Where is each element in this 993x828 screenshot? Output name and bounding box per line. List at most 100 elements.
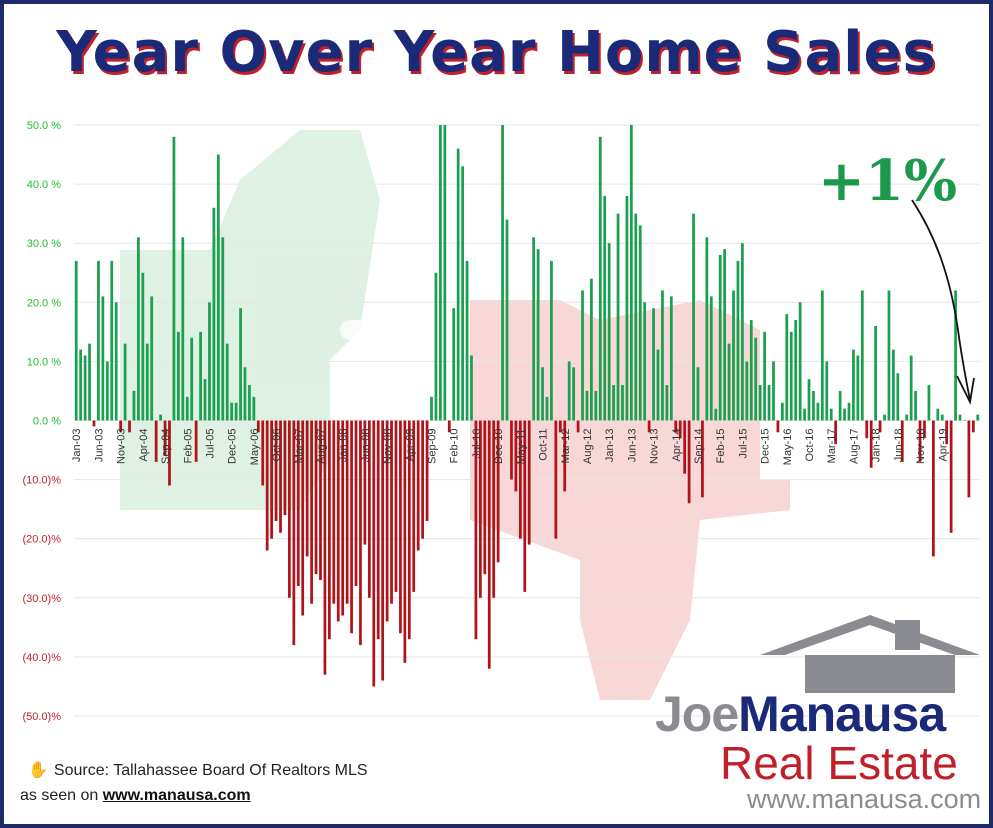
x-tick-label: Dec-05 <box>227 429 239 464</box>
bar <box>949 420 953 533</box>
bar <box>225 343 229 421</box>
bar <box>954 290 957 421</box>
bar <box>363 420 367 545</box>
bar <box>234 402 238 421</box>
x-tick-label: Nov-03 <box>116 429 128 464</box>
manausa-link[interactable]: www.manausa.com <box>102 787 251 804</box>
bar <box>692 213 695 421</box>
bar <box>838 390 842 421</box>
x-tick-label: Oct-06 <box>271 429 283 462</box>
bar <box>443 125 447 421</box>
bar <box>434 272 438 421</box>
bar <box>625 195 629 421</box>
x-tick-label: Aug-12 <box>582 429 594 464</box>
bar <box>803 408 806 421</box>
bar <box>208 302 211 421</box>
bar <box>816 402 820 421</box>
bars <box>74 125 980 687</box>
x-tick-label: May-11 <box>515 429 527 465</box>
bar <box>958 414 962 421</box>
bar <box>687 420 691 504</box>
logo-url: www.manausa.com <box>747 784 982 814</box>
bar <box>141 272 145 421</box>
y-tick-label: 30.0 % <box>27 238 61 250</box>
bar <box>518 420 522 539</box>
bar <box>350 420 353 634</box>
bar <box>905 414 909 421</box>
bar <box>585 390 589 421</box>
bar <box>732 290 735 421</box>
bar <box>407 420 411 640</box>
bar <box>221 237 225 421</box>
bar <box>190 337 194 421</box>
latest-change-label: +1% <box>818 148 958 214</box>
bar <box>123 343 127 421</box>
logo-wordmark: JoeManausa <box>655 685 946 743</box>
bar <box>119 420 123 433</box>
arrow-annotation <box>911 199 971 401</box>
bar <box>927 385 931 421</box>
bar <box>918 420 922 462</box>
bar <box>390 420 393 604</box>
bar <box>483 420 487 575</box>
x-tick-label: Nov-08 <box>382 429 394 464</box>
bar <box>812 390 815 421</box>
bar <box>523 420 527 592</box>
bar <box>763 331 766 421</box>
bar <box>847 402 851 421</box>
x-tick-label: Aug-07 <box>316 429 328 464</box>
x-axis-tick-labels: Jan-03 Jun-03 Nov-03 Apr-04 Sep-04 Feb-05 Jul-… <box>71 429 949 466</box>
bar <box>878 420 882 433</box>
bar <box>745 361 749 421</box>
bar <box>248 385 251 421</box>
bar <box>452 308 456 421</box>
x-tick-label: Apr-19 <box>937 429 949 462</box>
bar <box>772 361 775 421</box>
source-text: Source: Tallahassee Board Of Realtors ML… <box>53 762 368 779</box>
gridlines <box>74 124 980 717</box>
bar <box>572 367 576 421</box>
x-tick-label: Sep-14 <box>693 429 705 464</box>
bar <box>696 367 700 421</box>
bar <box>279 420 282 533</box>
bar <box>110 260 114 421</box>
x-tick-label: Nov-18 <box>915 429 927 464</box>
bar <box>88 343 91 421</box>
bar <box>230 402 234 421</box>
bar <box>923 420 926 439</box>
y-tick-label: 0.0 % <box>33 416 61 428</box>
bar <box>83 355 87 421</box>
bar <box>265 420 269 551</box>
bar <box>940 414 944 421</box>
x-tick-label: Jul-10 <box>471 429 483 459</box>
bar <box>341 420 345 616</box>
x-tick-label: Jan-03 <box>71 429 83 463</box>
bar <box>367 420 371 598</box>
logo-manausa: Manausa <box>738 686 946 742</box>
bar <box>501 125 504 421</box>
y-tick-label: 20.0 % <box>27 297 61 309</box>
bar <box>487 420 491 669</box>
bar <box>896 373 900 421</box>
bar <box>216 154 220 421</box>
bar <box>212 207 216 421</box>
bar <box>590 278 593 421</box>
bar <box>545 396 549 421</box>
bar <box>319 420 322 581</box>
bar <box>416 420 420 551</box>
bar <box>496 420 500 563</box>
bar <box>261 420 265 486</box>
bar <box>474 420 478 640</box>
x-tick-label: May-16 <box>782 429 794 466</box>
bar <box>470 355 473 421</box>
bar <box>305 420 309 557</box>
bar <box>629 125 633 421</box>
bar <box>567 361 571 421</box>
x-tick-label: Jul-15 <box>737 429 749 459</box>
seen-on-note: as seen on www.manausa.com <box>20 787 251 805</box>
bar <box>723 249 727 421</box>
x-tick-label: Sep-04 <box>160 429 172 464</box>
bar <box>439 125 442 421</box>
x-tick-label: Jan-18 <box>871 429 883 463</box>
